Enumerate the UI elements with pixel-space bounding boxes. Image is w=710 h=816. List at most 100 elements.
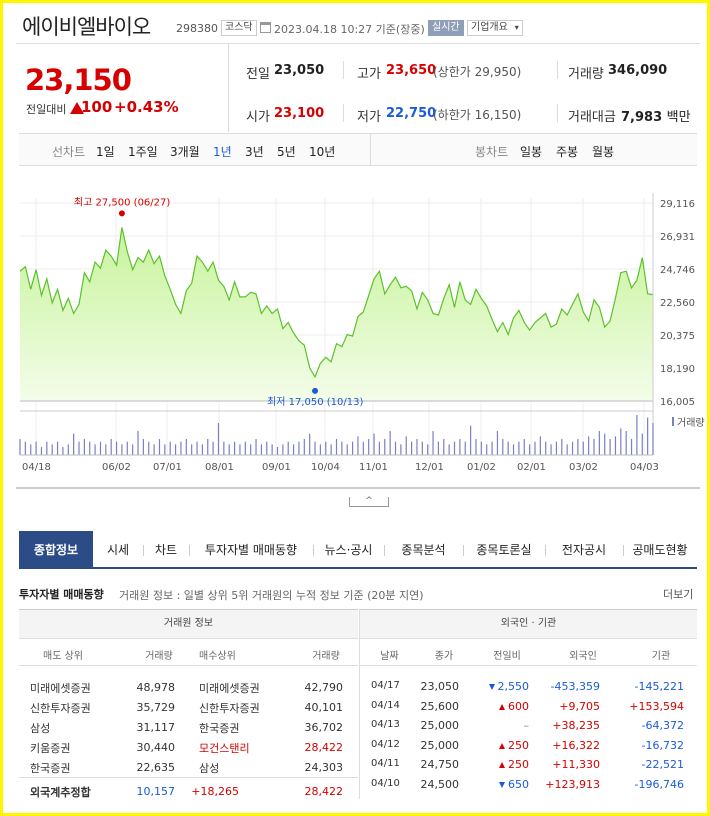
period-tab[interactable]: 1주일 xyxy=(128,145,158,159)
realtime-button[interactable]: 실시간 xyxy=(428,20,464,36)
table-line xyxy=(360,665,697,666)
x-tick-label: 01/02 xyxy=(467,462,496,473)
main-tab[interactable]: 시세 xyxy=(93,531,143,569)
main-tab[interactable]: 공매도현황 xyxy=(623,531,697,569)
candle-tab[interactable]: 주봉 xyxy=(556,145,579,159)
period-tab-active[interactable]: 1년 xyxy=(213,145,232,159)
tab-separator xyxy=(189,545,190,556)
main-tab[interactable]: 종목분석 xyxy=(384,531,463,569)
main-tab[interactable]: 종목토론실 xyxy=(463,531,545,569)
volume-bar xyxy=(148,441,150,455)
main-tab-bar: 종합정보 시세 차트 투자자별 매매동향 뉴스·공시 종목분석 종목토론실 전자공시 공매도현황 xyxy=(19,531,697,569)
price-chart[interactable]: 29,116 26,931 24,746 22,560 20,375 18,190 16,0… xyxy=(3,3,710,493)
broker-buy-volume: 36,702 xyxy=(304,721,344,734)
volume-bar xyxy=(99,441,102,455)
broker-buy-name[interactable]: 한국증권 xyxy=(199,722,240,735)
broker-sell-name[interactable]: 신한투자증권 xyxy=(30,702,91,715)
volume-bar xyxy=(373,433,375,455)
volume-bar xyxy=(292,444,295,455)
broker-sell-name[interactable]: 삼성 xyxy=(30,722,51,735)
volume-bar xyxy=(394,441,397,455)
main-tab[interactable]: 뉴스·공시 xyxy=(313,531,384,569)
tab-separator xyxy=(313,545,314,556)
foreign-total-buy: 28,422 xyxy=(304,785,344,798)
market-badge: 코스닥 xyxy=(221,20,257,36)
x-tick-label: 12/01 xyxy=(415,462,444,473)
main-tab[interactable]: 전자공시 xyxy=(545,531,623,569)
candle-tab[interactable]: 월봉 xyxy=(592,145,615,159)
period-tab[interactable]: 10년 xyxy=(309,145,336,159)
down-arrow-icon xyxy=(499,781,505,788)
volume-bar xyxy=(362,441,364,455)
broker-buy-name[interactable]: 미래에셋증권 xyxy=(199,682,260,695)
volume-bar xyxy=(636,415,638,455)
volume-bar xyxy=(625,431,627,455)
quote-divider xyxy=(228,44,229,132)
volume-bar xyxy=(282,444,284,455)
volume-bar xyxy=(30,444,32,455)
foreign-date: 04/13 xyxy=(371,719,400,730)
y-tick-label: 29,116 xyxy=(660,199,695,210)
volume-bar xyxy=(357,436,359,455)
broker-sell-volume: 48,978 xyxy=(136,681,176,694)
broker-sell-name[interactable]: 키움증권 xyxy=(30,742,71,755)
volume-bar xyxy=(56,441,59,455)
foreign-diff: 250 xyxy=(473,758,529,771)
volume-bar xyxy=(555,441,558,455)
volume-bar xyxy=(652,423,654,455)
broker-buy-name[interactable]: 삼성 xyxy=(199,762,220,775)
broker-buy-name[interactable]: 신한투자증권 xyxy=(199,702,260,715)
volume-bar xyxy=(416,439,418,455)
main-tab-label: 시세 xyxy=(106,543,130,557)
main-tab[interactable]: 종합정보 xyxy=(19,531,93,569)
volume-bar xyxy=(534,441,536,455)
broker-sell-name[interactable]: 미래에셋증권 xyxy=(30,682,91,695)
main-tab[interactable]: 차트 xyxy=(143,531,189,569)
foreign-date: 04/10 xyxy=(371,777,400,789)
volume-bar xyxy=(630,439,633,455)
foreign-diff-value: 250 xyxy=(508,738,529,752)
volume-bar xyxy=(298,441,300,455)
volume-bar xyxy=(518,441,520,455)
foreign-net: +38,235 xyxy=(552,719,600,732)
x-tick-label: 04/03 xyxy=(630,462,659,473)
volume-bar xyxy=(142,439,144,455)
more-link[interactable]: 더보기 xyxy=(663,588,694,601)
candle-tab[interactable]: 일봉 xyxy=(520,145,543,159)
section-title: 투자자별 매매동향 xyxy=(19,588,104,601)
open-value: 23,100 xyxy=(274,106,325,121)
calendar-icon xyxy=(260,22,271,33)
period-tab[interactable]: 5년 xyxy=(277,145,296,159)
change-block: 전일대비 xyxy=(26,101,86,117)
period-tab[interactable]: 3년 xyxy=(245,145,264,159)
period-tab[interactable]: 3개월 xyxy=(170,145,200,159)
volume-bar xyxy=(212,441,214,455)
broker-buy-name[interactable]: 모건스탠리 xyxy=(199,742,250,755)
change-percent: +0.43% xyxy=(114,98,179,116)
stock-code: 298380 xyxy=(176,22,218,35)
y-tick-label: 16,005 xyxy=(660,397,695,408)
y-tick-label: 18,190 xyxy=(660,364,695,375)
company-info-button[interactable]: 기업개요 ▾ xyxy=(467,20,523,36)
institution-net: +153,594 xyxy=(629,699,684,713)
chart-collapse-button[interactable]: ^ xyxy=(349,497,389,507)
volume-bar xyxy=(614,436,617,455)
foreign-col-header: 날짜 xyxy=(380,651,399,662)
volume-bar xyxy=(89,441,91,455)
high-label: 고가 xyxy=(357,67,381,82)
broker-sell-volume: 35,729 xyxy=(136,701,176,714)
volume-bar xyxy=(105,444,107,455)
volume-bar xyxy=(24,441,26,455)
foreign-diff-value: 2,550 xyxy=(497,680,530,693)
volume-bar xyxy=(459,439,461,455)
foreign-total-sell: 10,157 xyxy=(136,785,176,798)
broker-sell-name[interactable]: 한국증권 xyxy=(30,762,71,775)
min-label: 최저 17,050 (10/13) xyxy=(267,396,363,408)
foreign-net: -453,359 xyxy=(550,680,600,693)
broker-col-header: 매수상위 xyxy=(199,651,236,662)
period-tab[interactable]: 1일 xyxy=(96,145,115,159)
table-divider xyxy=(359,609,360,799)
volume-bar xyxy=(94,444,96,455)
main-tab[interactable]: 투자자별 매매동향 xyxy=(189,531,313,569)
